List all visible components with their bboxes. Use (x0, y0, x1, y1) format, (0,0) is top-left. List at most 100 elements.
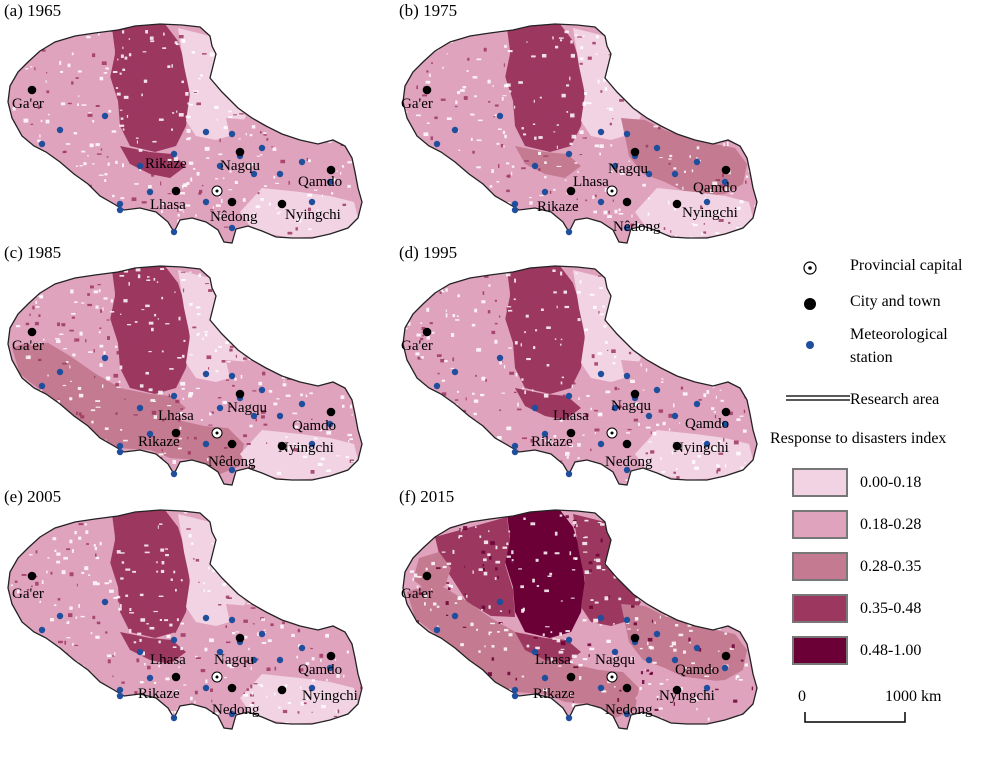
terrain-speck (633, 622, 637, 626)
terrain-speck (240, 374, 243, 379)
terrain-speck (414, 662, 419, 665)
terrain-speck (489, 185, 493, 188)
terrain-speck (436, 40, 438, 44)
terrain-speck (539, 96, 542, 99)
terrain-speck (710, 339, 714, 343)
terrain-speck (544, 589, 549, 593)
terrain-speck (139, 681, 144, 684)
terrain-speck (192, 326, 197, 329)
meteorological-station (170, 392, 178, 400)
terrain-speck (295, 576, 298, 580)
terrain-speck (34, 321, 39, 326)
city-label: Ga'er (401, 96, 433, 112)
city-marker (235, 389, 245, 399)
terrain-speck (355, 699, 358, 701)
terrain-speck (105, 631, 108, 634)
terrain-speck (153, 278, 156, 281)
terrain-speck (22, 212, 27, 215)
meteorological-station (136, 404, 144, 412)
terrain-speck (261, 541, 266, 543)
terrain-speck (461, 658, 463, 661)
terrain-speck (357, 318, 361, 323)
terrain-speck (313, 437, 318, 440)
terrain-speck (245, 132, 247, 136)
terrain-speck (28, 480, 30, 483)
terrain-speck (583, 551, 588, 553)
terrain-speck (116, 550, 121, 554)
terrain-speck (502, 546, 507, 549)
swatch-class-5 (792, 636, 848, 665)
terrain-speck (92, 53, 96, 58)
terrain-speck (604, 188, 608, 192)
terrain-speck (526, 41, 528, 43)
terrain-speck (147, 665, 151, 670)
terrain-speck (416, 575, 422, 578)
terrain-speck (684, 170, 686, 173)
terrain-speck (521, 230, 523, 233)
terrain-speck (177, 208, 179, 212)
terrain-speck (481, 376, 486, 381)
terrain-speck (418, 26, 422, 28)
terrain-speck (497, 575, 499, 580)
terrain-speck (63, 465, 67, 468)
terrain-speck (650, 450, 655, 454)
terrain-speck (630, 567, 633, 569)
terrain-speck (313, 367, 318, 371)
terrain-speck (251, 701, 255, 705)
terrain-speck (440, 357, 444, 360)
terrain-speck (134, 68, 136, 72)
terrain-speck (220, 198, 223, 203)
terrain-speck (735, 321, 737, 324)
meteorological-station (511, 448, 519, 456)
terrain-speck (180, 647, 183, 651)
terrain-speck (87, 154, 89, 157)
terrain-speck (596, 565, 602, 570)
terrain-speck (354, 144, 359, 148)
city-marker (235, 147, 245, 157)
terrain-speck (575, 716, 578, 720)
terrain-speck (83, 162, 87, 166)
terrain-speck (741, 385, 746, 389)
legend-research-area-label: Research area (850, 391, 940, 408)
terrain-speck (413, 296, 418, 301)
terrain-speck (429, 216, 435, 220)
terrain-speck (340, 59, 343, 61)
terrain-speck (195, 655, 198, 658)
terrain-speck (179, 726, 185, 729)
terrain-speck (742, 86, 747, 88)
terrain-speck (420, 181, 423, 184)
terrain-speck (577, 457, 580, 460)
terrain-speck (631, 214, 633, 218)
terrain-speck (661, 381, 664, 383)
terrain-speck (186, 138, 191, 141)
terrain-speck (140, 322, 143, 325)
terrain-speck (526, 358, 531, 361)
terrain-speck (423, 285, 429, 289)
terrain-speck (735, 676, 737, 680)
terrain-speck (307, 159, 311, 163)
terrain-speck (437, 451, 440, 456)
terrain-speck (159, 619, 162, 621)
terrain-speck (20, 46, 22, 50)
terrain-speck (537, 462, 541, 465)
city-label: Lhasa (158, 408, 194, 424)
terrain-speck (293, 448, 299, 452)
terrain-speck (339, 322, 343, 327)
terrain-speck (150, 227, 156, 230)
terrain-speck (116, 223, 119, 226)
terrain-speck (25, 355, 31, 360)
terrain-speck (633, 37, 637, 40)
terrain-speck (572, 521, 577, 524)
city-marker (566, 186, 576, 196)
terrain-speck (525, 314, 529, 318)
city-marker (566, 672, 576, 682)
terrain-speck (247, 330, 251, 334)
terrain-speck (700, 205, 703, 210)
terrain-speck (61, 476, 64, 478)
terrain-speck (21, 393, 25, 397)
meteorological-station (170, 714, 178, 722)
terrain-speck (99, 76, 104, 81)
terrain-speck (417, 356, 422, 360)
terrain-speck (476, 467, 478, 471)
